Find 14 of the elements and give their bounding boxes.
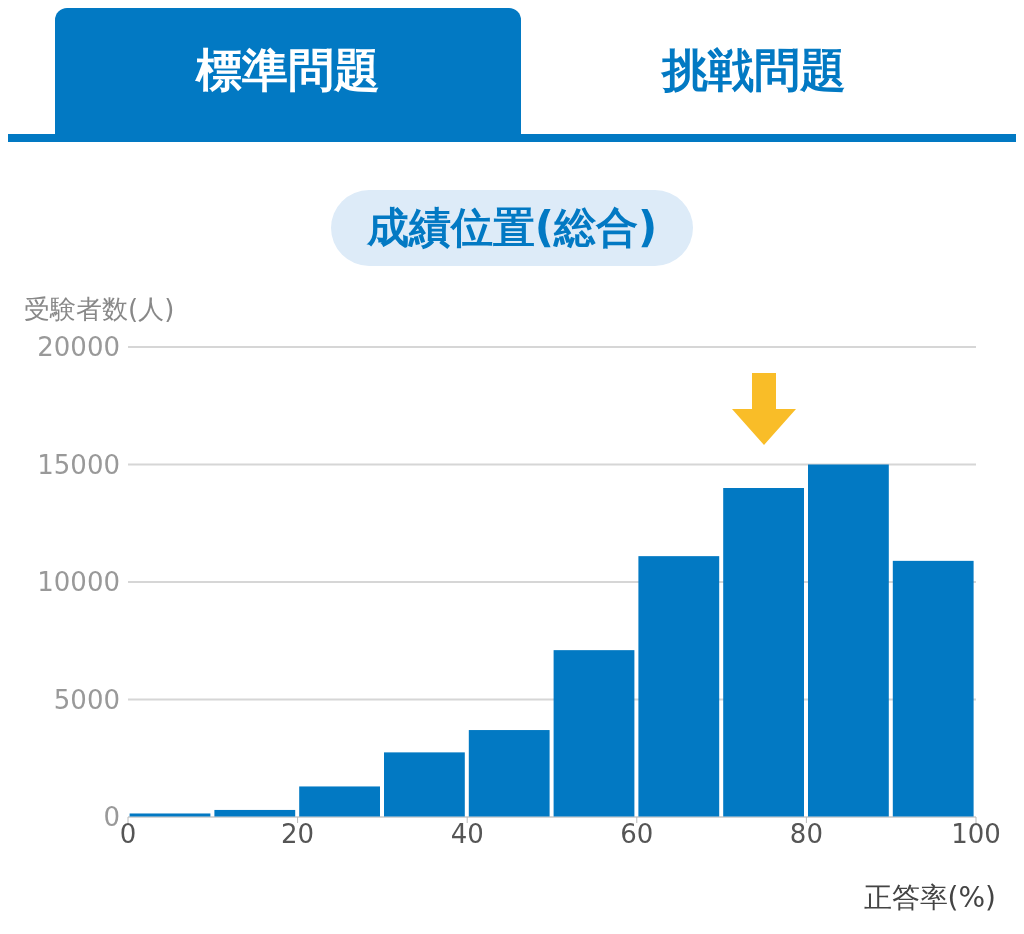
x-tick-label: 100 xyxy=(951,819,1001,850)
x-tick-label: 60 xyxy=(620,819,654,850)
y-tick-label: 15000 xyxy=(37,449,120,480)
text: 挑戦問題 xyxy=(660,42,847,99)
y-tick-label: 20000 xyxy=(37,332,120,363)
text: 標準問題 xyxy=(55,8,521,134)
y-axis-title: 受験者数(人) xyxy=(24,293,176,326)
x-tick-label: 40 xyxy=(450,819,484,850)
x-tick-label: 80 xyxy=(789,819,823,850)
y-tick-label: 5000 xyxy=(53,684,120,715)
x-tick-label: 20 xyxy=(281,819,315,850)
x-axis-title: 正答率(%) xyxy=(862,880,996,916)
chart-title: 成績位置(総合) xyxy=(330,190,694,266)
y-tick-label: 10000 xyxy=(37,567,120,598)
